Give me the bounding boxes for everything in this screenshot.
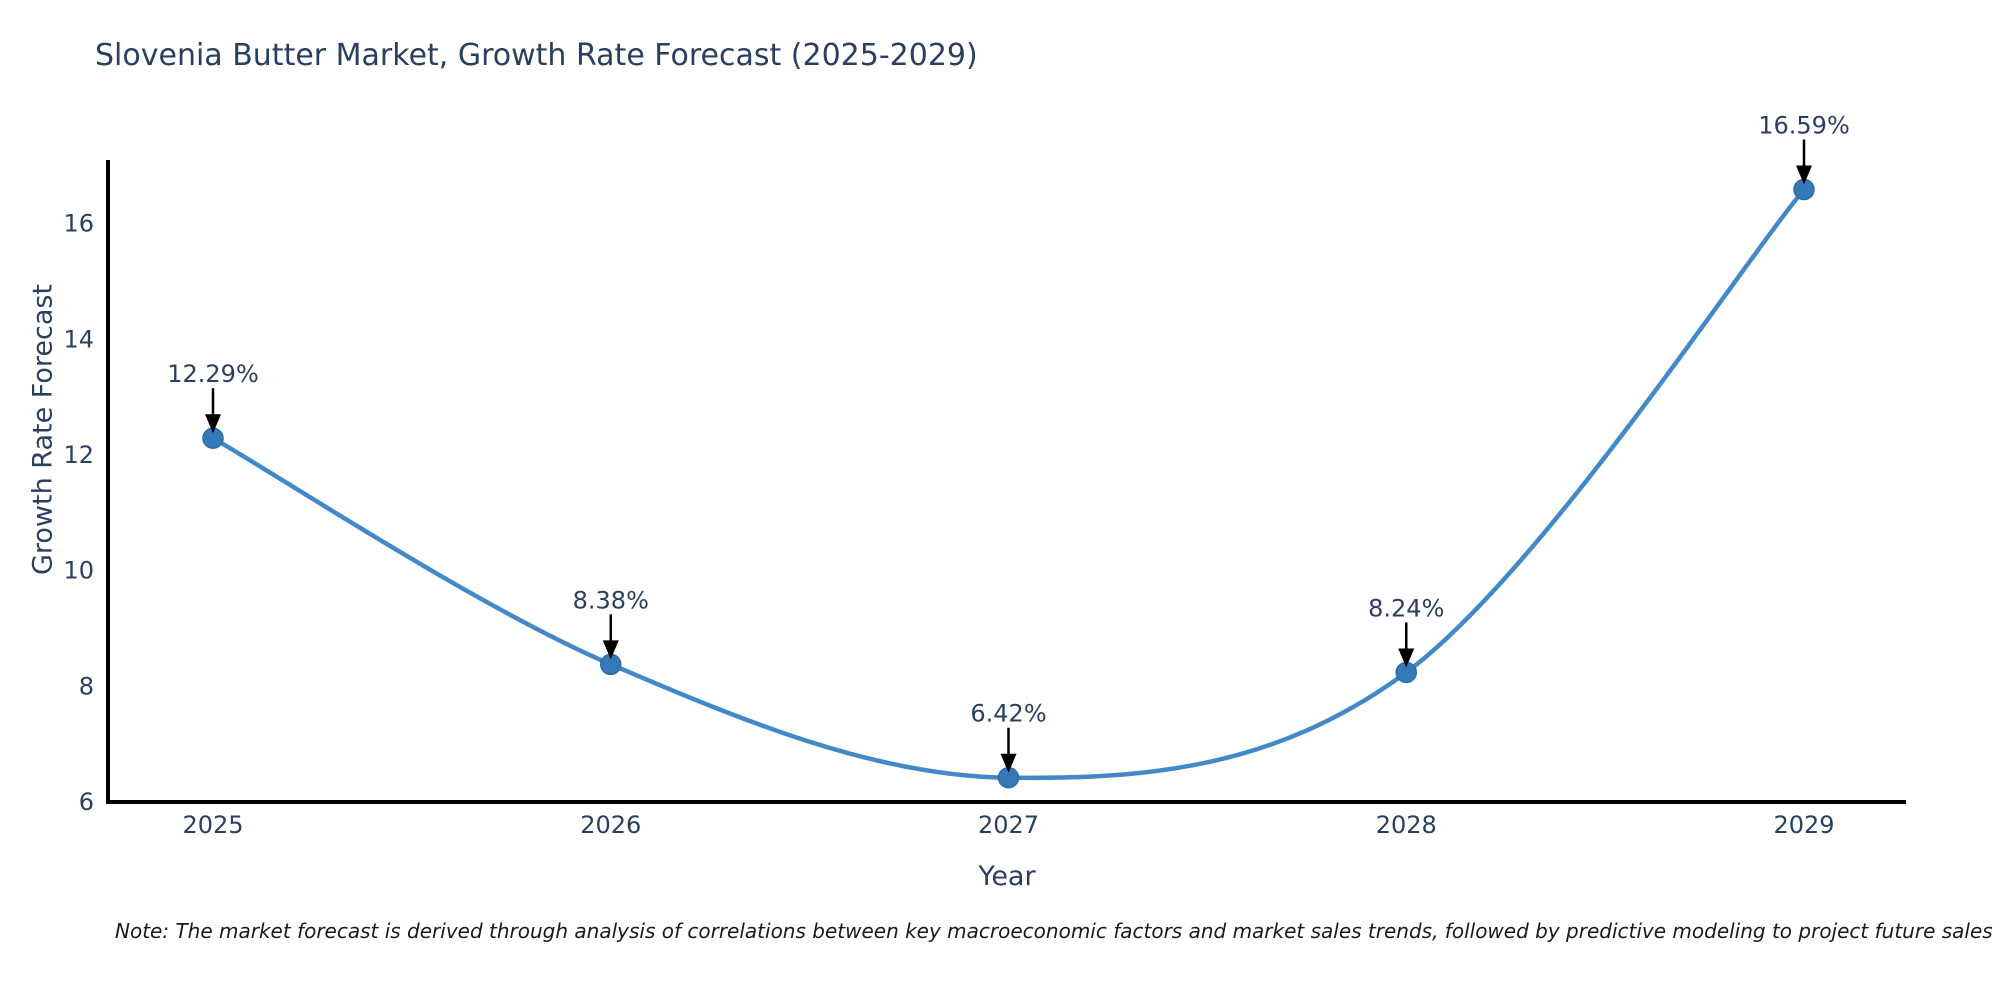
annotation-arrow-head (205, 414, 221, 434)
y-tick-label: 16 (63, 210, 94, 238)
x-tick-label: 2029 (1773, 811, 1834, 839)
annotation-arrow-head (1000, 753, 1017, 773)
data-point-label: 8.38% (573, 586, 649, 614)
x-tick-label: 2028 (1376, 811, 1437, 839)
footnote: Note: The market forecast is derived thr… (115, 919, 1993, 943)
y-tick-label: 12 (63, 441, 94, 469)
data-point-label: 8.24% (1368, 594, 1444, 622)
chart-title: Slovenia Butter Market, Growth Rate Fore… (95, 38, 978, 73)
y-tick-label: 8 (79, 672, 94, 700)
x-tick-label: 2026 (580, 811, 641, 839)
data-point-label: 12.29% (167, 360, 259, 388)
data-point-label: 16.59% (1758, 111, 1850, 139)
y-tick-label: 14 (63, 325, 94, 353)
forecast-line (210, 187, 1807, 781)
annotation-arrow-head (1796, 165, 1812, 185)
annotation-arrow-head (602, 640, 619, 660)
annotation-arrow-head (1398, 648, 1415, 668)
y-tick-label: 6 (79, 788, 94, 816)
y-tick-label: 10 (63, 557, 94, 585)
x-tick-label: 2025 (182, 811, 243, 839)
x-axis-title: Year (978, 861, 1036, 892)
x-tick-label: 2027 (978, 811, 1039, 839)
data-point-label: 6.42% (970, 700, 1046, 728)
